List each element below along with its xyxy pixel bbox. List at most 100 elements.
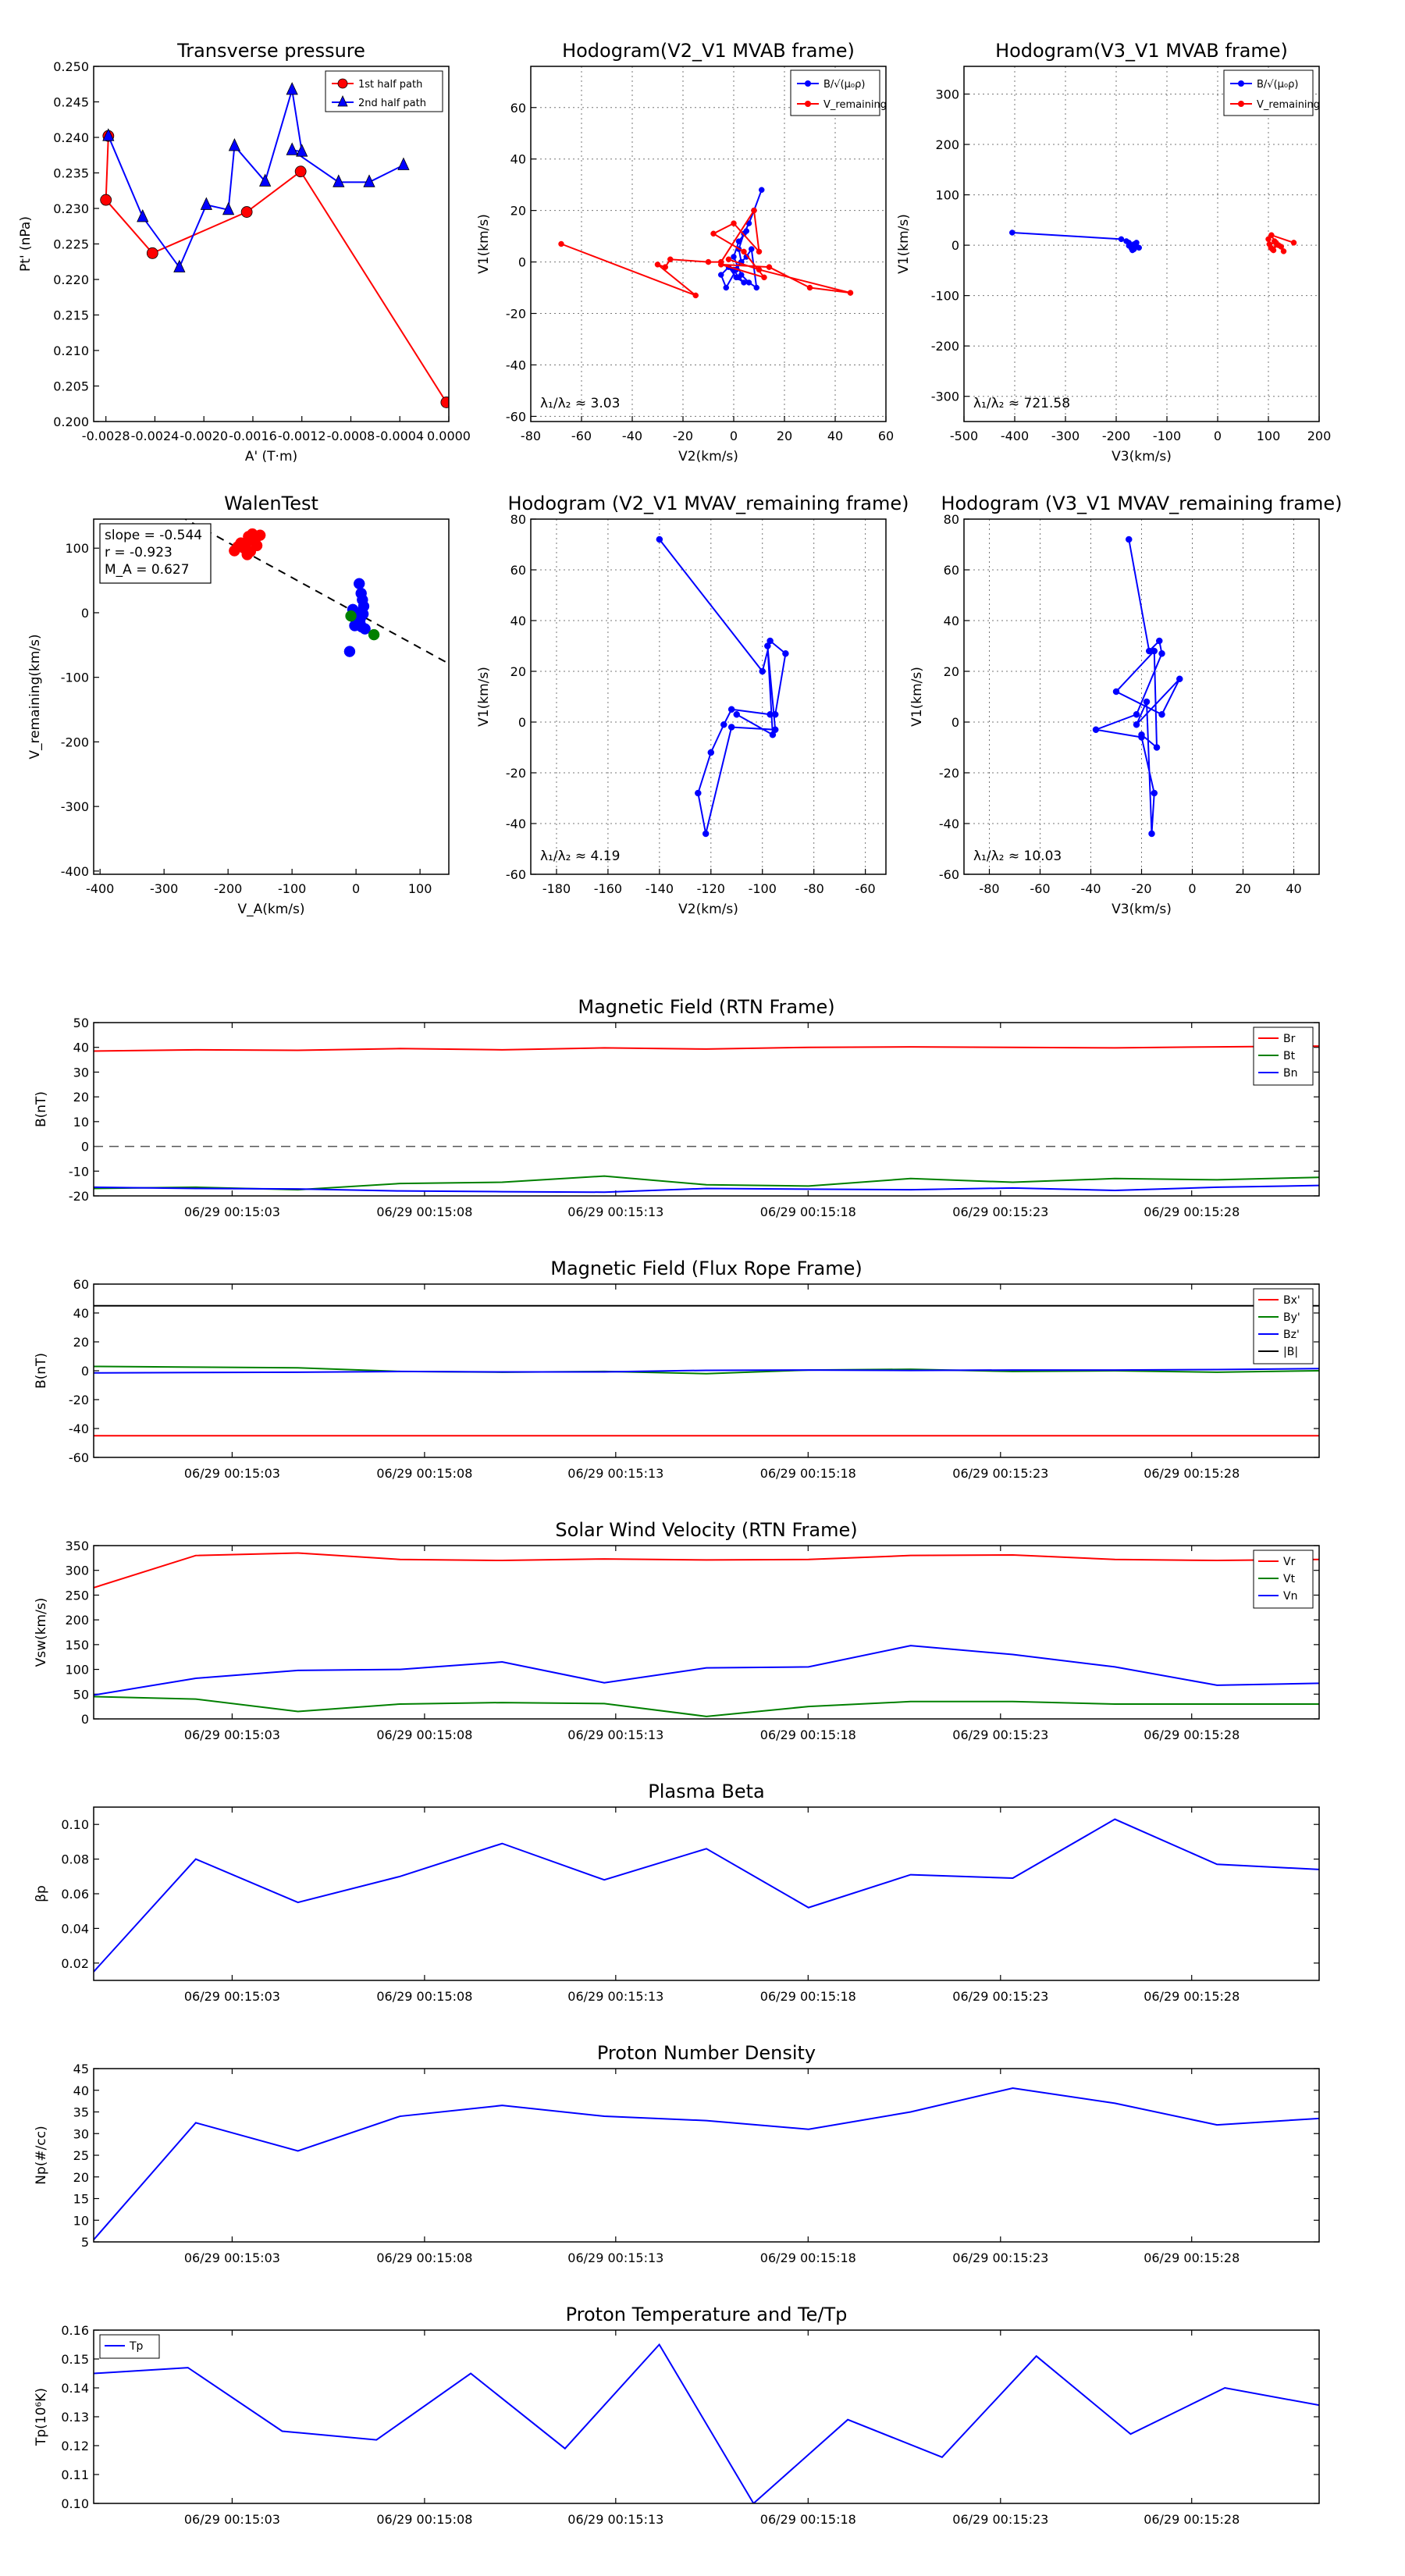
bfield_rtn-time-label: 06/29 00:15:18 bbox=[760, 1204, 856, 1219]
h3-chart: Hodogram (V2_V1 MVAV_remaining frame) -18… bbox=[476, 493, 909, 917]
beta-time-label: 06/29 00:15:13 bbox=[567, 1989, 663, 2004]
h4-point bbox=[1133, 711, 1140, 718]
tp_temp-chart: Proton Temperature and Te/Tp 0.10 0.11 0.12… bbox=[34, 2304, 1320, 2527]
h2-xtick-label: -300 bbox=[1051, 429, 1080, 443]
h1-point bbox=[741, 248, 747, 255]
beta-time-label: 06/29 00:15:08 bbox=[376, 1989, 472, 2004]
h1-ylabel: V1(km/s) bbox=[476, 214, 492, 274]
beta-data bbox=[94, 1818, 1319, 1973]
tp_temp-legend: Tp bbox=[99, 2334, 160, 2359]
h1-point bbox=[745, 279, 752, 286]
tp-series-1st-half-path bbox=[105, 136, 447, 403]
h1-chart: Hodogram(V2_V1 MVAB frame) -80 -60 -40 -20 0 2… bbox=[476, 40, 894, 464]
h2-legend: B/√(μ₀ρ) V_remaining bbox=[1223, 69, 1320, 116]
h4-point bbox=[1176, 675, 1183, 682]
tp_temp-legend-label: Tp bbox=[129, 2340, 144, 2353]
h1-point bbox=[558, 240, 564, 247]
tp_temp-ylabel: Tp(10⁶K) bbox=[34, 2388, 49, 2446]
h3-ytick-label: -40 bbox=[506, 817, 526, 831]
tp-legend-marker bbox=[337, 95, 348, 107]
h4-point bbox=[1153, 744, 1161, 751]
np-data bbox=[94, 2087, 1319, 2240]
bfield_rtn-legend: Br Bt Bn bbox=[1253, 1026, 1314, 1086]
vsw-series-vr bbox=[94, 1552, 1319, 1589]
walen-fit-line bbox=[183, 519, 449, 665]
bfield_fr-time-label: 06/29 00:15:28 bbox=[1144, 1466, 1240, 1481]
h3-point bbox=[759, 667, 766, 675]
beta-time-label: 06/29 00:15:03 bbox=[184, 1989, 280, 2004]
bfield_rtn-ytick-label: 50 bbox=[73, 1016, 89, 1030]
tp-ytick-label: 0.200 bbox=[53, 415, 89, 429]
vsw-legend-label: Vr bbox=[1283, 1556, 1296, 1568]
h4-ytick-label: -60 bbox=[939, 867, 959, 882]
bfield_rtn-legend-label: Bn bbox=[1283, 1067, 1297, 1080]
vsw-legend-label: Vt bbox=[1283, 1573, 1296, 1585]
bfield_fr-ytick-label: 0 bbox=[81, 1364, 89, 1379]
h1-ytick-label: -60 bbox=[506, 409, 526, 424]
h2-point bbox=[1290, 240, 1297, 246]
vsw-legend: Vr Vt Vn bbox=[1253, 1550, 1314, 1609]
bfield_fr-time-label: 06/29 00:15:18 bbox=[760, 1466, 856, 1481]
walen-annotation: r = -0.923 bbox=[105, 545, 173, 560]
h1-legend: B/√(μ₀ρ) V_remaining bbox=[790, 69, 887, 116]
tp-point bbox=[240, 206, 253, 218]
np-ytick-label: 25 bbox=[73, 2148, 89, 2163]
tp-xtick-label: -0.0024 bbox=[131, 429, 180, 443]
tp_temp-ytick-label: 0.15 bbox=[61, 2352, 89, 2367]
h2-ytick-label: -300 bbox=[931, 390, 959, 404]
bfield_fr-ytick-label: -40 bbox=[69, 1421, 89, 1436]
h4-ytick-label: 80 bbox=[944, 512, 959, 527]
beta-ytick-label: 0.08 bbox=[61, 1852, 89, 1867]
vsw-legend-label: Vn bbox=[1283, 1590, 1297, 1603]
h4-chart: Hodogram (V3_V1 MVAV_remaining frame) -80… bbox=[909, 493, 1343, 917]
walen-annotation: M_A = 0.627 bbox=[105, 562, 190, 578]
np-ytick-label: 35 bbox=[73, 2105, 89, 2120]
tp-point bbox=[200, 197, 212, 210]
bfield_rtn-ytick-label: 20 bbox=[73, 1090, 89, 1105]
tp_temp-time-label: 06/29 00:15:13 bbox=[567, 2512, 663, 2527]
h1-point bbox=[751, 207, 757, 214]
h2-xlabel: V3(km/s) bbox=[1112, 449, 1172, 464]
h2-ylabel: V1(km/s) bbox=[896, 214, 912, 274]
h4-point bbox=[1151, 789, 1158, 797]
bfield_rtn-time-label: 06/29 00:15:28 bbox=[1144, 1204, 1240, 1219]
walen-point bbox=[241, 549, 254, 560]
h1-legend-marker bbox=[805, 80, 811, 87]
tp-ytick-label: 0.205 bbox=[53, 379, 89, 394]
np-chart: Proton Number Density 5 10 15 20 25 30 35 40 45 06… bbox=[34, 2042, 1320, 2265]
tp-point bbox=[286, 142, 298, 155]
walen-annotation: slope = -0.544 bbox=[105, 528, 202, 543]
tp-point bbox=[228, 137, 241, 151]
bfield_rtn-series-bn bbox=[94, 1184, 1319, 1194]
h3-ytick-label: 20 bbox=[510, 664, 526, 679]
h2-ratio-annotation: λ₁/λ₂ ≈ 721.58 bbox=[973, 396, 1070, 411]
h4-point bbox=[1158, 650, 1165, 657]
bfield_rtn-ytick-label: 30 bbox=[73, 1065, 89, 1080]
h1-point bbox=[723, 284, 729, 291]
np-ytick-label: 30 bbox=[73, 2126, 89, 2141]
tp_temp-plot-frame bbox=[93, 2329, 1320, 2504]
tp_temp-ytick-label: 0.11 bbox=[61, 2467, 89, 2482]
h1-point bbox=[743, 228, 749, 234]
vsw-time-label: 06/29 00:15:03 bbox=[184, 1727, 280, 1742]
tp_temp-ytick-label: 0.10 bbox=[61, 2496, 89, 2511]
h2-point bbox=[1126, 243, 1132, 249]
h3-point bbox=[707, 749, 715, 756]
h3-data bbox=[656, 535, 789, 838]
h2-point bbox=[1129, 247, 1136, 254]
tp-ytick-label: 0.245 bbox=[53, 95, 89, 110]
h1-point bbox=[766, 264, 773, 270]
h2-point bbox=[1266, 241, 1273, 247]
h1-data bbox=[558, 187, 854, 299]
h1-xtick-label: -80 bbox=[521, 429, 541, 443]
h1-point bbox=[753, 284, 759, 291]
walen-point bbox=[357, 608, 369, 620]
h1-ytick-label: -20 bbox=[506, 307, 526, 322]
tp-point bbox=[259, 173, 272, 187]
h3-point bbox=[764, 642, 771, 649]
h1-xtick-label: 20 bbox=[777, 429, 792, 443]
tp_temp-time-label: 06/29 00:15:18 bbox=[760, 2512, 856, 2527]
walen-data bbox=[183, 519, 449, 665]
np-time-label: 06/29 00:15:18 bbox=[760, 2250, 856, 2265]
